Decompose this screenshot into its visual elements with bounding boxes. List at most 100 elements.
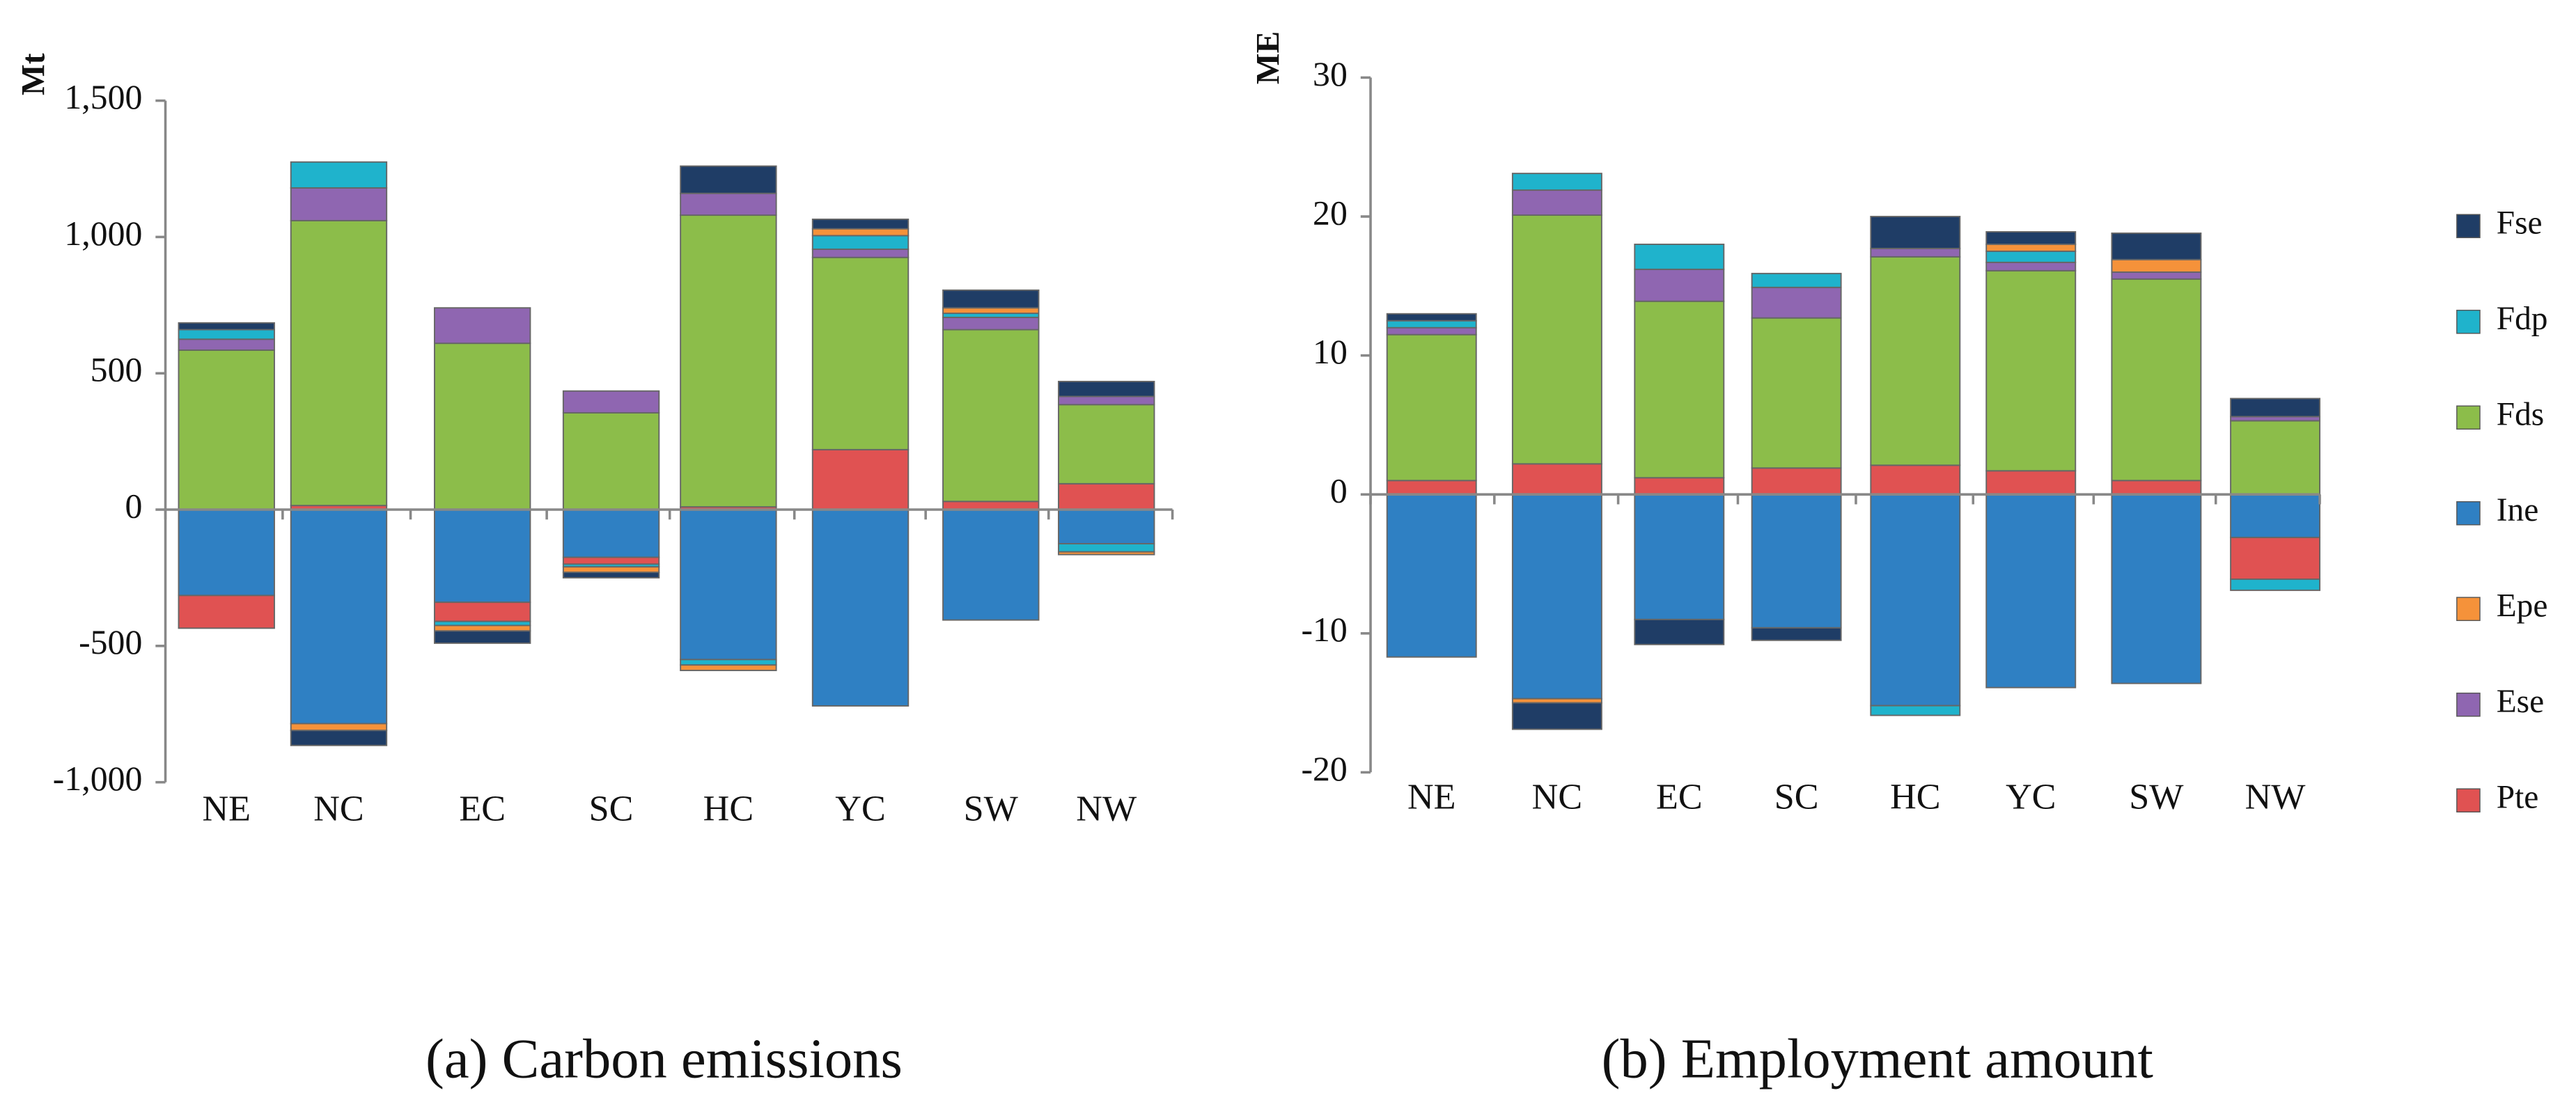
bar-segment — [1985, 269, 2077, 472]
legend-swatch — [2456, 692, 2481, 717]
x-tick-label: NC — [1532, 778, 1582, 817]
bar-segment — [290, 187, 388, 221]
legend-label: Fse — [2497, 205, 2543, 242]
bar-segment — [1058, 543, 1155, 553]
bar-segment — [2111, 278, 2202, 482]
bar-segment — [178, 322, 275, 331]
bar-segment — [2230, 494, 2321, 539]
bar-segment — [811, 448, 910, 510]
bar-segment — [2111, 258, 2202, 273]
bar-segment — [1870, 247, 1961, 258]
bar-segment — [811, 228, 910, 237]
bar-segment — [1985, 250, 2077, 263]
x-tick-label: SW — [964, 789, 1019, 828]
bar-segment — [2111, 271, 2202, 280]
bar-segment — [942, 329, 1040, 503]
legend-label: Epe — [2497, 588, 2548, 624]
legend-swatch — [2456, 501, 2481, 526]
bar-segment — [433, 630, 531, 644]
bar-segment — [811, 256, 910, 450]
x-tick-label: SW — [2129, 778, 2184, 817]
bar-segment — [1751, 494, 1842, 629]
bar-segment — [1386, 320, 1477, 329]
bar-segment — [1634, 243, 1725, 270]
bar-segment — [1058, 482, 1155, 510]
bar-segment — [1058, 509, 1155, 544]
bar-segment — [2230, 398, 2321, 418]
y-tick-label: 10 — [1313, 333, 1348, 371]
bar-segment — [680, 214, 777, 508]
y-tick-label: 0 — [1330, 472, 1348, 510]
y-tick-label: 30 — [1313, 55, 1348, 93]
bar-segment — [1386, 327, 1477, 336]
bar-segment — [1634, 477, 1725, 496]
bar-segment — [562, 390, 660, 414]
chart-caption: (a) Carbon emissions — [426, 1028, 903, 1090]
bar-segment — [811, 235, 910, 250]
bar-segment — [178, 329, 275, 340]
x-tick-label: HC — [1890, 778, 1940, 817]
bar-segment — [1058, 395, 1155, 406]
y-axis-label: Mt — [16, 53, 52, 95]
y-tick-label: 20 — [1313, 194, 1348, 232]
y-tick-label: -1,000 — [53, 760, 143, 798]
bar-segment — [2111, 494, 2202, 684]
bar-segment — [680, 664, 777, 672]
y-axis-label: ME — [1251, 31, 1287, 84]
bar-segment — [562, 566, 660, 574]
bar-segment — [290, 219, 388, 507]
x-tick-label: SC — [1774, 778, 1819, 817]
bar-segment — [1751, 317, 1842, 469]
bar-segment — [1751, 286, 1842, 319]
bar-segment — [562, 509, 660, 558]
bar-segment — [1751, 627, 1842, 641]
legend-label: Fdp — [2497, 301, 2548, 337]
bar-segment — [811, 219, 910, 230]
bar-segment — [1870, 464, 1961, 496]
bar-segment — [1870, 494, 1961, 707]
bar-segment — [2230, 420, 2321, 496]
bar-segment — [562, 556, 660, 565]
bar-segment — [178, 509, 275, 597]
bar-segment — [1985, 231, 2077, 245]
bar-segment — [433, 509, 531, 604]
bar-segment — [1511, 173, 1602, 191]
bar-segment — [1386, 313, 1477, 322]
bar-segment — [1634, 618, 1725, 645]
y-tick-label: 500 — [91, 351, 143, 389]
y-tick-label: -500 — [79, 623, 142, 661]
bar-segment — [1870, 255, 1961, 466]
bar-segment — [1870, 705, 1961, 716]
bar-segment — [290, 161, 388, 189]
bar-segment — [1386, 333, 1477, 482]
bar-segment — [178, 595, 275, 629]
bar-segment — [2111, 480, 2202, 496]
bar-segment — [942, 307, 1040, 315]
bar-segment — [433, 624, 531, 632]
bar-segment — [2111, 233, 2202, 260]
bar-segment — [2230, 579, 2321, 591]
bar-segment — [942, 289, 1040, 309]
y-tick-label: 1,500 — [64, 78, 142, 116]
bar-segment — [680, 165, 777, 194]
chart-caption: (b) Employment amount — [1602, 1028, 2153, 1090]
bar-segment — [1058, 404, 1155, 485]
bar-segment — [1058, 551, 1155, 556]
legend-label: Ese — [2497, 684, 2544, 720]
y-tick-label: -20 — [1301, 750, 1347, 788]
bar-segment — [1511, 494, 1602, 700]
legend-label: Ine — [2497, 492, 2539, 528]
bar-segment — [290, 723, 388, 732]
bar-segment — [1985, 494, 2077, 689]
x-tick-label: HC — [703, 789, 754, 828]
bar-segment — [680, 192, 777, 217]
bar-segment — [1634, 494, 1725, 620]
x-tick-label: NW — [1076, 789, 1137, 828]
legend-swatch — [2456, 309, 2481, 334]
x-tick-label: NW — [2245, 778, 2306, 817]
x-tick-label: NE — [1407, 778, 1456, 817]
bar-segment — [1985, 261, 2077, 272]
legend-swatch — [2456, 214, 2481, 239]
bar-segment — [290, 730, 388, 746]
